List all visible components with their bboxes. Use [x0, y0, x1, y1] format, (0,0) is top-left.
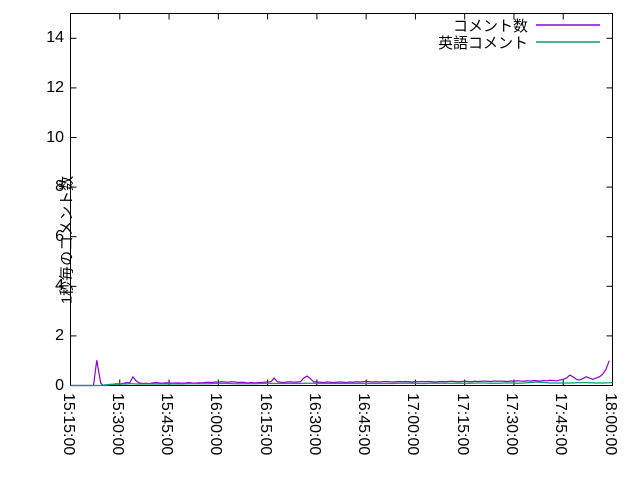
y-tick-label: 6 [55, 227, 64, 245]
plot-frame [70, 13, 613, 386]
y-tick-label: 4 [55, 277, 64, 295]
y-axis-tick-labels: 0 2 4 6 8 10 12 14 [26, 0, 64, 480]
series-line-0 [70, 360, 610, 387]
legend-label-1: 英語コメント [437, 35, 528, 52]
series-line-1 [70, 381, 613, 387]
y-tick-label: 12 [46, 78, 64, 96]
y-tick-label: 2 [55, 326, 64, 344]
y-tick-label: 0 [55, 376, 64, 394]
y-tick-label: 14 [46, 29, 64, 47]
y-tick-label: 10 [46, 128, 64, 146]
legend-label-0: コメント数 [452, 18, 528, 35]
y-tick-label: 8 [55, 178, 64, 196]
